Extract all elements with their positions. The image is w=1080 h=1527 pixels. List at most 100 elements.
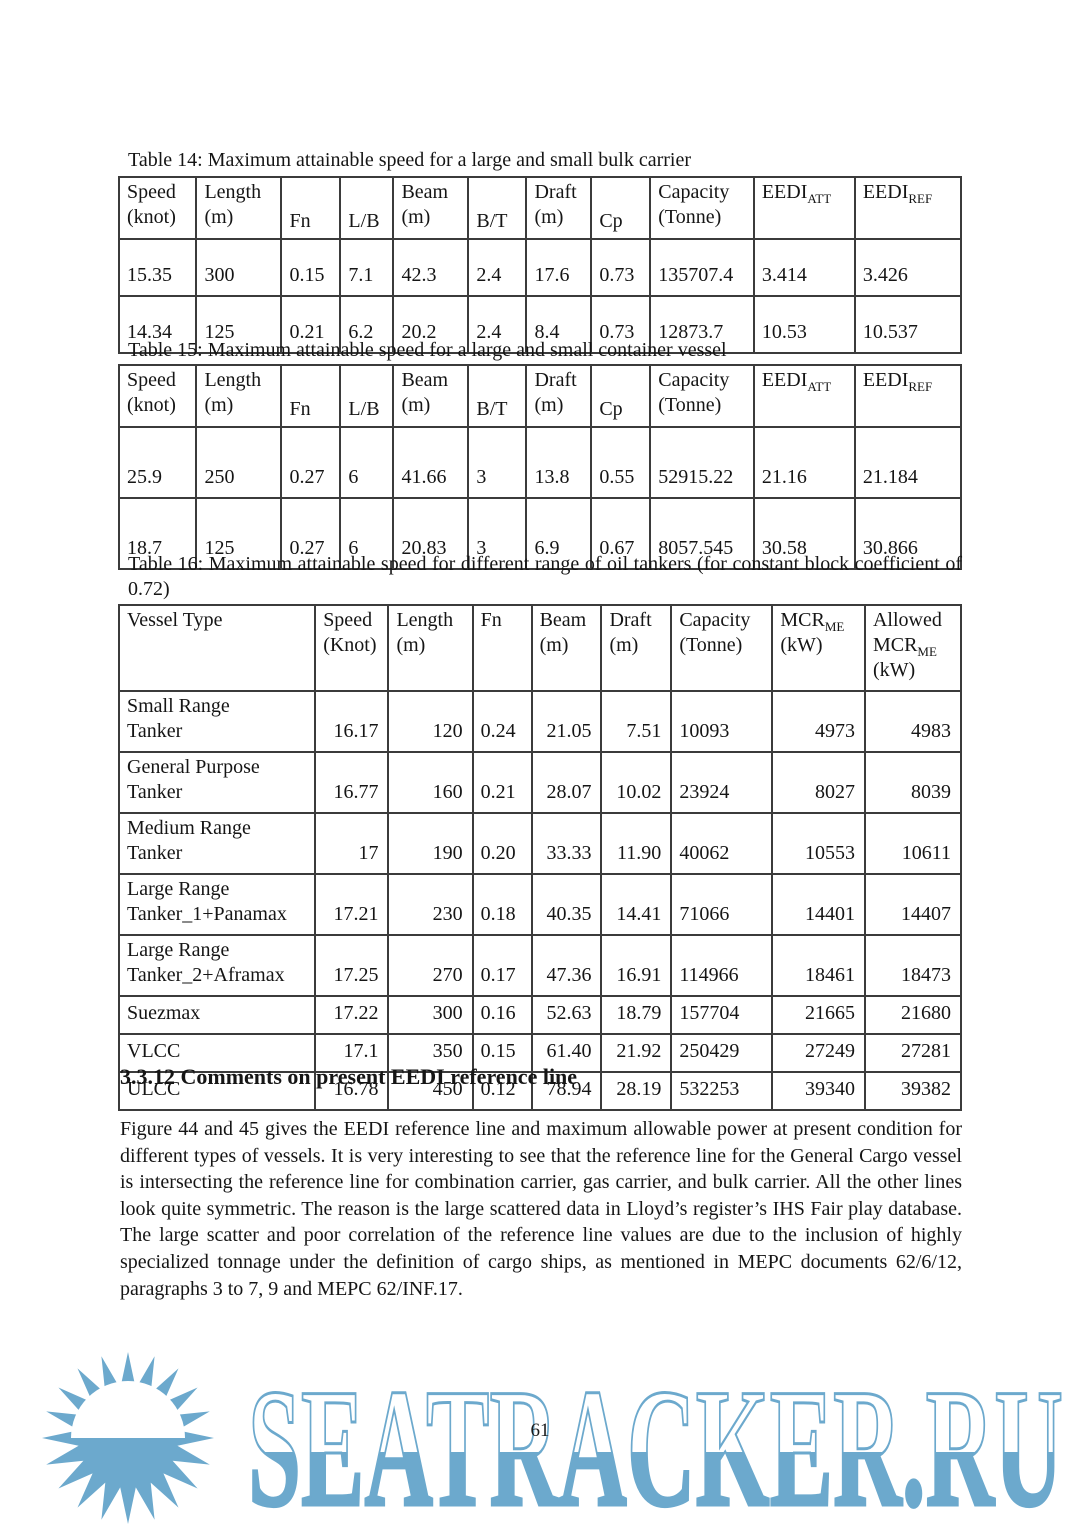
table-cell: 0.73 <box>590 238 652 297</box>
table15: Speed (knot) Length (m) Fn L/B Beam (m) B/T Draft… <box>117 364 963 570</box>
table-cell: 3 <box>467 497 528 570</box>
table-cell: 6.9 <box>525 497 593 570</box>
table-cell: 10553 <box>771 812 866 875</box>
table-cell: 0.15 <box>471 1033 533 1073</box>
table-cell: 114966 <box>670 934 774 997</box>
column-header: Draft (m) <box>600 604 673 692</box>
table-cell: 17.1 <box>314 1033 390 1073</box>
table-row: Large Range Tanker_1+Panamax 17.21 230 0.18 4… <box>117 873 963 936</box>
table-header-row: Speed (knot) Length (m) Fn L/B Beam (m) B/T Draft… <box>117 364 963 428</box>
table-cell: 14407 <box>863 873 963 936</box>
column-header: Fn <box>280 176 342 240</box>
table-cell: 157704 <box>670 995 774 1035</box>
column-header: B/T <box>467 176 528 240</box>
table16: Vessel Type Speed (Knot) Length (m) Fn Beam (m)… <box>117 604 963 1111</box>
table-cell: 30.866 <box>853 497 963 570</box>
column-header: L/B <box>339 176 395 240</box>
seatracker-watermark: SEATRACKER.RU <box>42 1352 1065 1527</box>
sun-icon <box>42 1352 214 1524</box>
column-header: Capacity (Tonne) <box>670 604 774 692</box>
table-cell: 10093 <box>670 690 774 753</box>
table-row: General Purpose Tanker 16.77 160 0.21 28.07 10… <box>117 751 963 814</box>
table-cell: 4983 <box>863 690 963 753</box>
table-cell: 3 <box>467 426 528 499</box>
table-cell: 10611 <box>863 812 963 875</box>
table-cell: 14.34 <box>117 295 198 354</box>
table-cell: 17.6 <box>525 238 593 297</box>
table-cell: 0.21 <box>471 751 533 814</box>
table-cell: 15.35 <box>117 238 198 297</box>
table-cell: 0.55 <box>590 426 652 499</box>
table-cell: Large Range Tanker_1+Panamax <box>117 873 317 936</box>
table14: Speed (knot) Length (m) Fn L/B Beam (m) B/T Draft… <box>117 176 963 354</box>
table-cell: 52915.22 <box>649 426 755 499</box>
table-cell: 71066 <box>670 873 774 936</box>
table-cell: 14.41 <box>600 873 673 936</box>
table-cell: 532253 <box>670 1071 774 1111</box>
table-row: Suezmax 17.22 300 0.16 52.63 18.79 157704 21665… <box>117 995 963 1035</box>
column-header: EEDIATT <box>752 176 856 240</box>
page-number: 61 <box>530 1420 550 1441</box>
table-cell: 0.21 <box>280 295 342 354</box>
table-cell: 21.92 <box>600 1033 673 1073</box>
column-header: Capacity (Tonne) <box>649 364 755 428</box>
table-cell: 120 <box>387 690 474 753</box>
table-cell: 17.21 <box>314 873 390 936</box>
table-cell: 21.16 <box>752 426 856 499</box>
table-cell: 14401 <box>771 873 866 936</box>
table-cell: 7.51 <box>600 690 673 753</box>
table-header-row: Speed (knot) Length (m) Fn L/B Beam (m) B/T Draft… <box>117 176 963 240</box>
column-header: L/B <box>339 364 395 428</box>
table-row: Large Range Tanker_2+Aframax 17.25 270 0.17 4… <box>117 934 963 997</box>
table-cell: 300 <box>387 995 474 1035</box>
table-cell: 190 <box>387 812 474 875</box>
column-header: EEDIREF <box>853 364 963 428</box>
column-header: EEDIREF <box>853 176 963 240</box>
watermark-text: SEATRACKER.RU <box>248 1354 1063 1527</box>
table-cell: Small Range Tanker <box>117 690 317 753</box>
table-cell: 0.15 <box>280 238 342 297</box>
table-cell: 125 <box>195 295 283 354</box>
table-cell: 10.53 <box>752 295 856 354</box>
table-cell: 0.17 <box>471 934 533 997</box>
column-header: Draft (m) <box>525 176 593 240</box>
table-row: 25.9 250 0.27 6 41.66 3 13.8 0.55 52915.22 21.16 2… <box>117 426 963 499</box>
table-cell: 17 <box>314 812 390 875</box>
column-header: Length (m) <box>195 364 283 428</box>
table-cell: 39340 <box>771 1071 866 1111</box>
table-cell: 21680 <box>863 995 963 1035</box>
table-cell: 4973 <box>771 690 866 753</box>
table-cell: 41.66 <box>392 426 470 499</box>
table-row: 18.7 125 0.27 6 20.83 3 6.9 0.67 8057.545 30.58 30… <box>117 497 963 570</box>
table-cell: 8057.545 <box>649 497 755 570</box>
table-cell: 21.184 <box>853 426 963 499</box>
table-cell: 6.2 <box>339 295 395 354</box>
table-cell: 78.94 <box>530 1071 603 1111</box>
table-cell: 28.07 <box>530 751 603 814</box>
table-cell: 52.63 <box>530 995 603 1035</box>
table-cell: 12873.7 <box>649 295 755 354</box>
column-header: Speed (knot) <box>117 364 198 428</box>
table-header-row: Vessel Type Speed (Knot) Length (m) Fn Beam (m)… <box>117 604 963 692</box>
table-cell: 13.8 <box>525 426 593 499</box>
table-cell: 28.19 <box>600 1071 673 1111</box>
table-cell: 250429 <box>670 1033 774 1073</box>
table-cell: 0.27 <box>280 426 342 499</box>
table-cell: 10.537 <box>853 295 963 354</box>
table15-caption: Table 15: Maximum attainable speed for a… <box>128 339 727 361</box>
table-cell: 17.22 <box>314 995 390 1035</box>
table14-caption: Table 14: Maximum attainable speed for a… <box>128 149 692 171</box>
table-cell: 0.27 <box>280 497 342 570</box>
column-header: Beam (m) <box>392 364 470 428</box>
table-cell: 125 <box>195 497 283 570</box>
table-cell: 0.67 <box>590 497 652 570</box>
table-row: 14.34 125 0.21 6.2 20.2 2.4 8.4 0.73 12873.7 10.5… <box>117 295 963 354</box>
table-cell: 3.426 <box>853 238 963 297</box>
column-header: Fn <box>280 364 342 428</box>
table-cell: 160 <box>387 751 474 814</box>
table-cell: 0.16 <box>471 995 533 1035</box>
table-cell: 0.73 <box>590 295 652 354</box>
table-cell: 10.02 <box>600 751 673 814</box>
table-cell: 0.12 <box>471 1071 533 1111</box>
